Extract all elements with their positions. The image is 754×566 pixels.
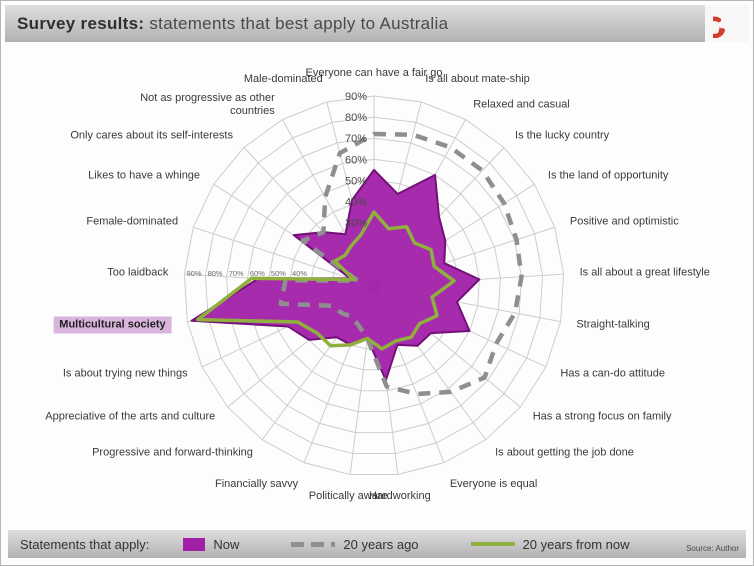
axis-tick-label-small: 50%: [271, 269, 286, 278]
axis-tick-label: 40%: [345, 197, 367, 209]
category-label: Male-dominated: [243, 73, 323, 86]
category-label: Progressive and forward-thinking: [92, 446, 253, 459]
category-label: Too laidback: [107, 266, 169, 279]
grid-ring: [289, 201, 459, 371]
category-label: Likes to have a whinge: [88, 169, 201, 182]
grid-ring: [204, 116, 544, 455]
category-label: Is the land of opportunity: [547, 169, 669, 182]
conversation-logo-icon: [713, 16, 725, 38]
header-bar: Survey results: statements that best app…: [5, 5, 749, 42]
legend-label-20-years-from-now: 20 years from now: [522, 536, 630, 552]
series-20-years-ago: [278, 131, 524, 397]
axis-tick-label-small: 70%: [229, 269, 244, 278]
category-label: Has a can-do attitude: [560, 367, 665, 380]
ago-series-swatch: [291, 541, 336, 547]
publisher-logo: [705, 5, 749, 42]
grid-ring: [183, 95, 565, 476]
category-label: Everyone is equal: [449, 477, 538, 490]
category-label: Hardworking: [368, 490, 431, 503]
page-title-rest: statements that best apply to Australia: [144, 13, 449, 33]
category-label: Positive and optimistic: [569, 215, 679, 228]
radar-plot: 90% 80% 70% 60% 50% 40% 30% 90% 80% 70% 60% 50% 40%: [183, 91, 565, 476]
category-label: Appreciative of the arts and culture: [45, 410, 216, 423]
legend-title: Statements that apply:: [20, 536, 150, 552]
page-title-bold: Survey results:: [17, 13, 145, 33]
legend-item-now: Now: [183, 537, 239, 552]
category-label: Is the lucky country: [515, 129, 610, 142]
category-label: Is about getting the job done: [495, 446, 634, 459]
category-label: Not as progressive as other countries: [140, 92, 275, 118]
category-label: Relaxed and casual: [473, 98, 570, 111]
axis-tick-label-small: 80%: [208, 269, 223, 278]
axis-tick-label-small: 90%: [186, 269, 201, 278]
category-label: Female-dominated: [86, 215, 179, 228]
axis-tick-label: 30%: [345, 218, 367, 230]
page-title: Survey results: statements that best app…: [17, 14, 448, 34]
source-note: Source: Author: [686, 544, 739, 553]
axis-tick-label: 70%: [345, 133, 367, 145]
radar-chart: 90% 80% 70% 60% 50% 40% 30% 90% 80% 70% 60% 50% 40% …: [1, 43, 753, 525]
category-label: Is about trying new things: [62, 367, 188, 380]
category-label: Financially savvy: [215, 477, 299, 490]
now-series-swatch: [183, 537, 206, 551]
category-label-highlighted: Multicultural society: [53, 316, 172, 334]
future-series-swatch: [470, 542, 515, 546]
axis-tick-label: 50%: [345, 175, 367, 187]
axis-tick-label: 80%: [345, 112, 367, 124]
category-label: Straight-talking: [576, 318, 650, 331]
grid-ring: [268, 179, 480, 392]
axis-tick-label: 90%: [345, 91, 367, 103]
grid-ring: [226, 137, 522, 434]
legend-item-20-years-from-now: 20 years from now: [470, 536, 630, 552]
category-label: Everyone can have a fair go: [305, 67, 443, 80]
category-label: Is all about a great lifestyle: [579, 266, 710, 279]
category-label: Is all about mate-ship: [425, 73, 530, 86]
grid-ring: [247, 158, 501, 413]
category-label: Politically aware: [308, 490, 388, 503]
legend-label-20-years-ago: 20 years ago: [343, 536, 419, 552]
legend-label-now: Now: [213, 536, 240, 552]
axis-tick-label: 60%: [345, 154, 367, 166]
legend-item-20-years-ago: 20 years ago: [291, 536, 419, 552]
grid-spoke: [193, 226, 375, 287]
axis-tick-label-small: 40%: [292, 269, 307, 278]
legend-bar: Statements that apply: Now 20 years ago …: [8, 530, 746, 558]
category-label: Only cares about its self-interests: [70, 129, 233, 142]
category-label: Has a strong focus on family: [532, 410, 672, 423]
category-labels: Everyone can have a fair go Is all about …: [1, 43, 753, 525]
series-20-years-from-now: [195, 210, 456, 351]
axis-tick-label-small: 60%: [250, 269, 265, 278]
